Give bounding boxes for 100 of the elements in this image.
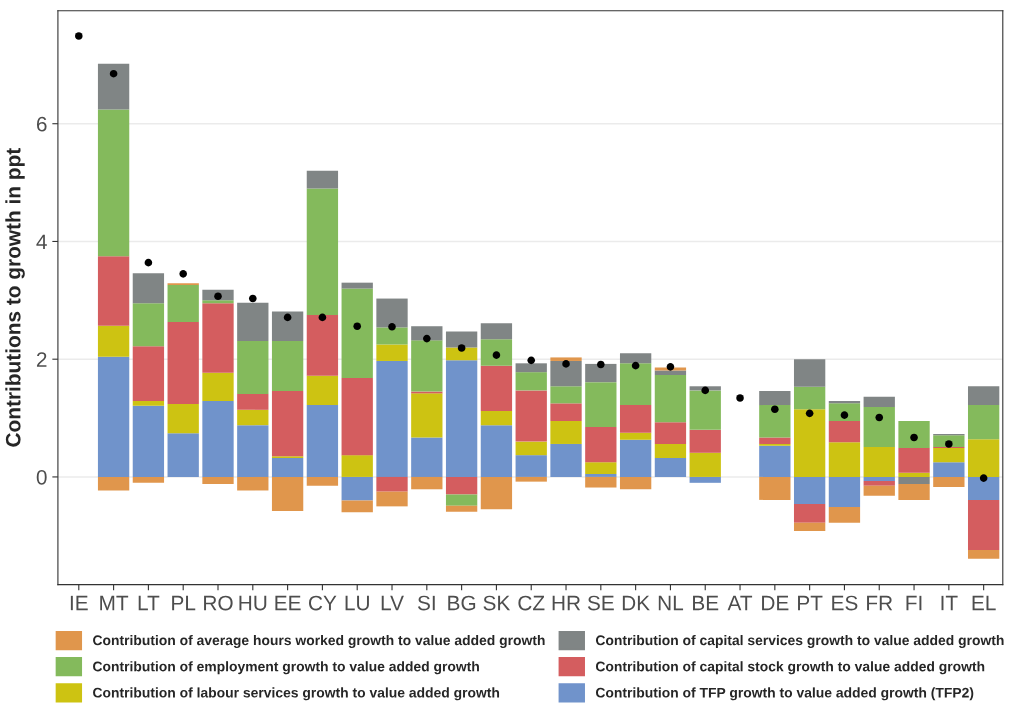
bar [132, 273, 165, 304]
bar [759, 476, 791, 500]
x-tick-label: CZ [518, 595, 545, 611]
bar [967, 386, 1000, 406]
bar [341, 378, 373, 456]
x-tick-label: RO [204, 595, 233, 611]
bar [515, 441, 547, 456]
point [736, 394, 744, 402]
bar [863, 476, 895, 482]
bar [863, 396, 895, 407]
bar [759, 390, 791, 406]
bar [585, 476, 617, 488]
bar [306, 315, 339, 376]
bar [132, 476, 165, 483]
bar [654, 375, 687, 423]
bar [97, 325, 130, 357]
point [388, 323, 396, 331]
bar [550, 443, 582, 477]
bar [585, 462, 617, 474]
bar [480, 476, 513, 510]
bar [411, 437, 443, 477]
point [562, 360, 570, 368]
legend-label: Contribution of average hours worked growth to value added growth [93, 635, 545, 649]
point [805, 409, 814, 418]
bar [132, 346, 165, 401]
bar [793, 522, 826, 532]
point [423, 334, 431, 343]
x-tick-label: NL [658, 595, 684, 611]
bar [480, 411, 513, 426]
bar [585, 382, 617, 427]
y-tick-label: 4 [36, 234, 47, 250]
bar [793, 359, 826, 387]
bar [271, 311, 304, 341]
bar [933, 476, 965, 487]
x-tick-label: SE [587, 595, 614, 611]
x-tick-label: EL [972, 595, 996, 611]
bar [132, 405, 165, 477]
legend-label: Contribution of capital stock growth to value added growth [595, 661, 985, 675]
x-tick-label: LV [381, 595, 404, 611]
legend-label: Contribution of TFP growth to value added growth (TFP2) [595, 687, 974, 701]
bar [619, 353, 652, 364]
bar [376, 476, 408, 492]
bar [376, 344, 408, 361]
x-tick-label: DK [622, 595, 650, 611]
bar [828, 476, 861, 507]
x-tick-label: LT [138, 595, 160, 611]
bar [898, 484, 930, 500]
x-tick-label: SI [417, 595, 435, 611]
bar [132, 303, 165, 347]
bar [550, 360, 582, 387]
bar [828, 442, 861, 477]
x-tick-label: MT [100, 595, 129, 611]
bar [689, 390, 721, 430]
bar [132, 400, 165, 406]
bar [689, 476, 721, 483]
bar [167, 285, 199, 323]
bar [271, 340, 304, 391]
legend-label: Contribution of labour services growth to value added growth [93, 687, 500, 701]
bar [550, 357, 582, 361]
point [631, 361, 640, 370]
point [109, 69, 118, 78]
bar [828, 421, 861, 443]
point [527, 356, 536, 365]
bar [271, 390, 304, 457]
bar [97, 356, 130, 477]
bar [619, 439, 652, 477]
point [771, 405, 779, 414]
x-tick-label: PL [172, 595, 196, 611]
bar [341, 476, 373, 501]
bar [97, 109, 130, 257]
x-tick-label: IE [70, 595, 88, 611]
x-tick-label: ES [832, 595, 858, 611]
x-tick-label: DE [762, 595, 789, 611]
x-tick-label: BG [448, 595, 476, 611]
bar [898, 448, 930, 473]
bar [341, 500, 373, 513]
bar [411, 476, 443, 490]
bar [550, 403, 582, 422]
bar [202, 400, 234, 477]
x-tick-label: HU [239, 595, 267, 611]
point [144, 258, 153, 267]
bar [445, 331, 478, 348]
bar [515, 390, 547, 442]
bar [793, 504, 826, 523]
x-tick-label: HR [552, 595, 581, 611]
bar [619, 476, 652, 490]
x-tick-label: LU [345, 595, 369, 611]
bar [202, 303, 234, 373]
bar [619, 363, 652, 406]
y-tick-label: 2 [36, 352, 47, 367]
bar [480, 323, 513, 340]
bar [898, 476, 930, 484]
point [875, 413, 884, 422]
bar [898, 421, 930, 449]
bar [202, 476, 234, 484]
bar [863, 446, 895, 477]
bar [654, 370, 687, 376]
bar [376, 298, 408, 328]
bar [480, 425, 513, 477]
bar [411, 393, 443, 438]
